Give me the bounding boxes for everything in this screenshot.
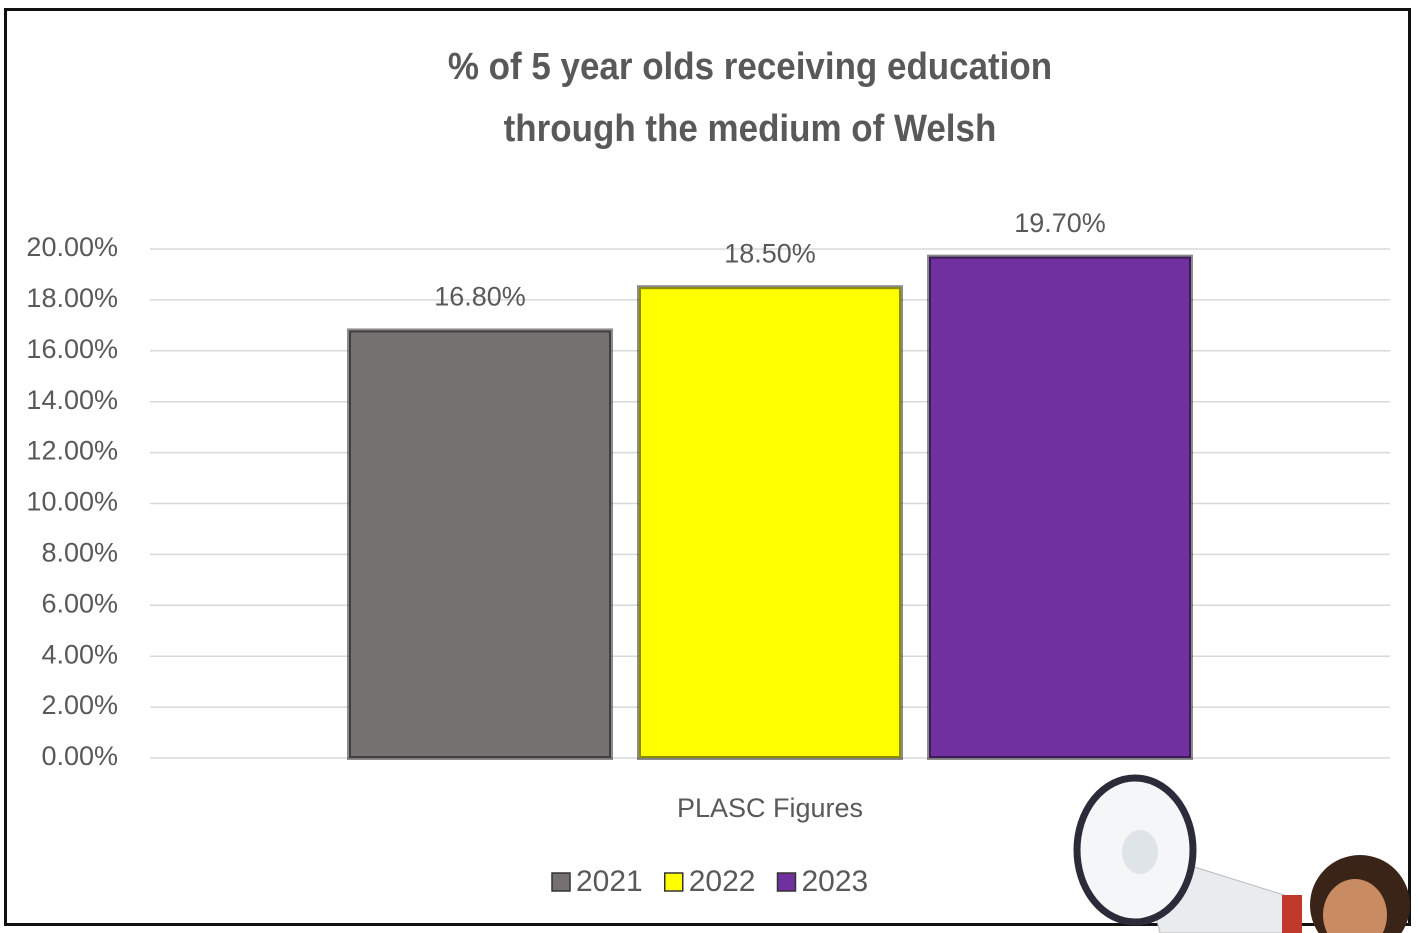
y-tick-label: 6.00% xyxy=(41,588,118,618)
bar xyxy=(347,328,613,760)
legend-label: 2022 xyxy=(689,865,756,898)
data-label: 16.80% xyxy=(434,282,526,312)
legend-swatch xyxy=(664,872,684,892)
y-tick-label: 14.00% xyxy=(26,385,118,415)
legend-label: 2023 xyxy=(802,865,869,898)
megaphone-illustration xyxy=(1073,774,1410,933)
legend: 2021 2022 2023 xyxy=(551,865,869,898)
y-tick-label: 0.00% xyxy=(41,741,118,771)
y-tick-label: 8.00% xyxy=(41,538,118,568)
legend-swatch xyxy=(776,872,797,892)
bar xyxy=(927,254,1193,760)
data-label: 18.50% xyxy=(724,238,816,268)
y-tick-label: 2.00% xyxy=(41,690,118,720)
y-tick-label: 10.00% xyxy=(26,487,118,517)
y-tick-label: 20.00% xyxy=(26,232,118,262)
chart-title: % of 5 year olds receiving education thr… xyxy=(447,46,1053,150)
data-label: 19.70% xyxy=(1014,208,1106,238)
person-face xyxy=(1323,879,1387,933)
legend-swatch xyxy=(551,872,571,892)
legend-label: 2021 xyxy=(576,865,643,898)
y-tick-label: 16.00% xyxy=(26,334,118,364)
plot-area: 0.00% 2.00% 4.00% 6.00% 8.00% 10.00% 12.00% 14.… xyxy=(26,208,1390,898)
y-tick-label: 12.00% xyxy=(26,436,118,466)
y-tick-label: 18.00% xyxy=(26,283,118,313)
megaphone-inner xyxy=(1122,830,1158,874)
bar xyxy=(637,285,903,760)
megaphone-handle xyxy=(1282,895,1302,933)
x-tick-label: PLASC Figures xyxy=(677,793,863,823)
y-tick-label: 4.00% xyxy=(41,639,118,669)
